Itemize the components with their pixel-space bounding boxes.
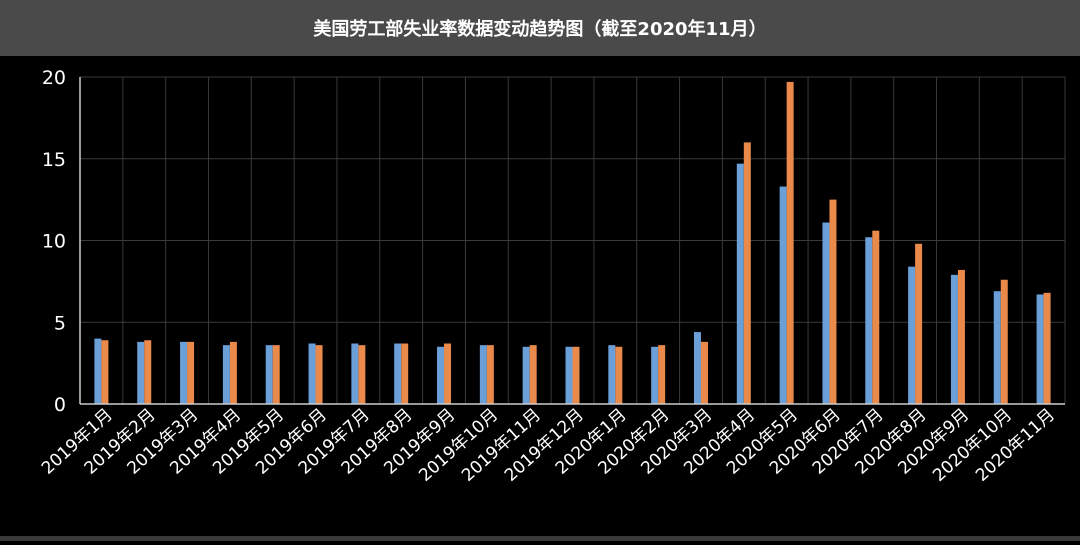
bar: [437, 347, 444, 404]
bar: [137, 342, 144, 404]
bar: [1001, 280, 1008, 404]
bar: [822, 223, 829, 404]
bottom-strip: [0, 536, 1080, 541]
bar: [316, 345, 323, 404]
bar: [480, 345, 487, 404]
bar: [872, 231, 879, 404]
bar: [958, 270, 965, 404]
y-tick-label: 10: [42, 231, 66, 253]
bar: [1044, 293, 1051, 404]
y-tick-label: 5: [54, 312, 66, 334]
bar: [829, 200, 836, 404]
bar: [266, 345, 273, 404]
bar: [273, 345, 280, 404]
bar: [615, 347, 622, 404]
bar: [915, 244, 922, 404]
bar: [651, 347, 658, 404]
bar: [573, 347, 580, 404]
bar: [187, 342, 194, 404]
bar: [487, 345, 494, 404]
chart-title: 美国劳工部失业率数据变动趋势图（截至2020年11月）: [313, 15, 766, 41]
bar: [744, 142, 751, 404]
bar: [144, 340, 151, 404]
bar: [523, 347, 530, 404]
bar: [358, 345, 365, 404]
bar: [94, 339, 101, 404]
bar: [994, 291, 1001, 404]
bar: [309, 344, 316, 404]
bar-chart: 051015202019年1月2019年2月2019年3月2019年4月2019…: [0, 56, 1080, 541]
bar: [780, 187, 787, 404]
bar: [787, 82, 794, 404]
bar: [908, 267, 915, 404]
y-tick-label: 15: [42, 149, 66, 171]
y-tick-label: 0: [54, 394, 66, 416]
bar: [444, 344, 451, 404]
bar: [230, 342, 237, 404]
bar: [737, 164, 744, 404]
bar: [101, 340, 108, 404]
bar: [530, 345, 537, 404]
bar: [223, 345, 230, 404]
y-tick-label: 20: [42, 67, 66, 89]
bar: [694, 332, 701, 404]
bar: [608, 345, 615, 404]
bar: [865, 237, 872, 404]
bar: [180, 342, 187, 404]
bar: [394, 344, 401, 404]
bar: [351, 344, 358, 404]
bar: [701, 342, 708, 404]
bar: [951, 275, 958, 404]
bar: [566, 347, 573, 404]
bar: [658, 345, 665, 404]
title-bar: 美国劳工部失业率数据变动趋势图（截至2020年11月）: [0, 0, 1080, 56]
bar: [1037, 294, 1044, 404]
bar: [401, 344, 408, 404]
